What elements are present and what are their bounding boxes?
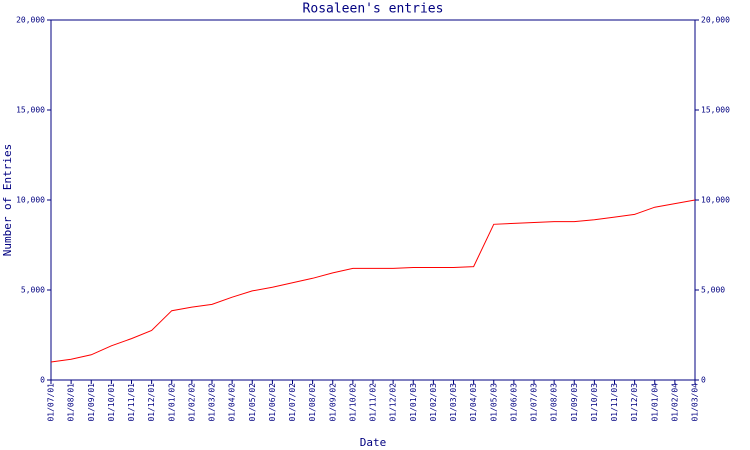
y2ticks-label: 5,000 <box>701 286 725 295</box>
x-tick-label: 01/02/02 <box>187 383 196 422</box>
y2ticks-label: 20,000 <box>701 16 730 25</box>
x-tick-label: 01/03/03 <box>449 383 458 422</box>
x-tick-label: 01/09/03 <box>570 383 579 422</box>
x-tick-label: 01/12/03 <box>630 383 639 422</box>
yticks-label: 10,000 <box>16 196 45 205</box>
chart-title: Rosaleen's entries <box>303 2 444 17</box>
data-line <box>50 199 696 363</box>
yticks-label: 15,000 <box>16 106 45 115</box>
x-tick-label: 01/04/02 <box>228 383 237 422</box>
x-tick-label: 01/10/01 <box>107 383 116 422</box>
x-tick-label: 01/10/03 <box>590 383 599 422</box>
x-tick-label: 01/04/03 <box>469 383 478 422</box>
x-tick-label: 01/01/03 <box>409 383 418 422</box>
x-tick-label: 01/09/02 <box>328 383 337 422</box>
x-tick-label: 01/07/02 <box>288 383 297 422</box>
x-tick-label: 01/02/03 <box>429 383 438 422</box>
x-axis-title: Date <box>360 436 387 449</box>
x-tick-label: 01/05/02 <box>248 383 257 422</box>
yticks-label: 5,000 <box>21 286 45 295</box>
x-tick-label: 01/10/02 <box>348 383 357 422</box>
x-tick-label: 01/06/03 <box>509 383 518 422</box>
x-tick-label: 01/01/02 <box>167 383 176 422</box>
x-tick-label: 01/08/01 <box>67 383 76 422</box>
y-axis-title: Number of Entries <box>1 144 14 257</box>
x-tick-label: 01/11/02 <box>369 383 378 422</box>
x-tick-label: 01/08/02 <box>308 383 317 422</box>
yticks-label: 20,000 <box>16 16 45 25</box>
x-tick-label: 01/03/04 <box>691 383 700 422</box>
y2ticks-label: 0 <box>701 376 706 385</box>
y2ticks-label: 10,000 <box>701 196 730 205</box>
y2ticks-label: 15,000 <box>701 106 730 115</box>
yticks-label: 0 <box>40 376 45 385</box>
x-tick-label: 01/11/03 <box>610 383 619 422</box>
x-tick-label: 01/12/01 <box>147 383 156 422</box>
x-tick-label: 01/05/03 <box>489 383 498 422</box>
x-tick-label: 01/11/01 <box>127 383 136 422</box>
x-tick-label: 01/12/02 <box>389 383 398 422</box>
x-tick-label: 01/07/01 <box>47 383 56 422</box>
x-tick-label: 01/02/04 <box>670 383 679 422</box>
x-tick-label: 01/06/02 <box>268 383 277 422</box>
x-tick-label: 01/08/03 <box>550 383 559 422</box>
x-tick-label: 01/07/03 <box>530 383 539 422</box>
plot-frame <box>50 19 696 381</box>
x-tick-label: 01/09/01 <box>87 383 96 422</box>
x-tick-label: 01/03/02 <box>208 383 217 422</box>
x-tick-label: 01/01/04 <box>650 383 659 422</box>
